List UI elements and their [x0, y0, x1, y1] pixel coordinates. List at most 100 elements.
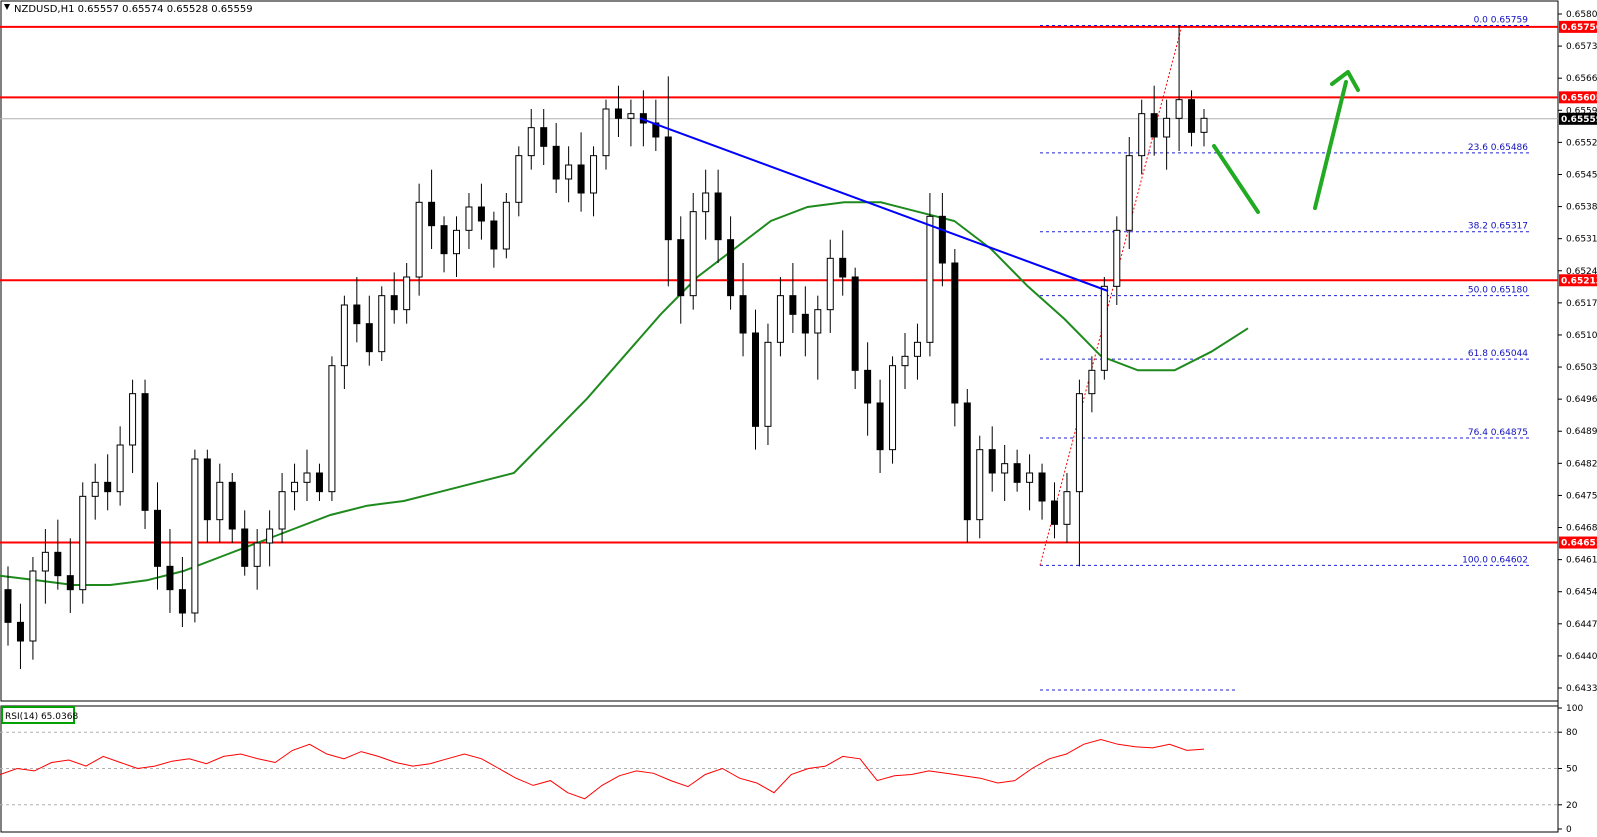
candle-body-bear — [1013, 463, 1021, 483]
level-box — [1559, 91, 1597, 104]
candle — [154, 482, 161, 590]
level-label: 0.65605 — [1561, 93, 1597, 103]
candle — [951, 249, 959, 427]
candle — [776, 277, 784, 357]
candle — [714, 169, 722, 263]
candle — [365, 295, 373, 366]
candle-body-bull — [1138, 113, 1146, 157]
candle-body-bear — [428, 201, 436, 227]
candle-body-bear — [801, 313, 809, 334]
candle-body-bull — [403, 276, 411, 311]
candle-body-bear — [739, 295, 747, 334]
rsi-label-box — [1, 706, 75, 724]
candle — [253, 529, 261, 590]
candle-body-bear — [1051, 500, 1058, 525]
up-arrow-head-icon — [1330, 70, 1360, 92]
candle-body-bull — [303, 472, 311, 483]
candle-body-bull — [1163, 117, 1171, 138]
trendline-line — [639, 117, 1109, 292]
candle-body-bear — [141, 393, 149, 511]
candle — [4, 566, 12, 646]
y-tick-label: 0.65666 — [1566, 74, 1597, 84]
candle-body-bear — [677, 239, 685, 297]
candle-body-bear — [241, 528, 249, 567]
candle-body-bear — [963, 402, 971, 521]
candle-body-bear — [727, 239, 735, 297]
candle-body-bear — [876, 402, 884, 451]
candle — [29, 557, 37, 660]
y-tick-label: 0.65035 — [1566, 363, 1597, 373]
candle-body-bear — [66, 575, 74, 591]
candle-body-bull — [826, 257, 834, 311]
candle — [1188, 90, 1196, 147]
candle — [901, 333, 909, 389]
level-label: 0.64651 — [1561, 539, 1597, 549]
candle-body-bull — [91, 481, 99, 497]
fib-level-label: 76.4 0.64875 — [1468, 428, 1528, 438]
candle — [54, 519, 62, 590]
level-box — [1559, 274, 1597, 287]
candle-body-bear — [440, 225, 448, 255]
candle — [664, 76, 672, 287]
candle — [378, 286, 386, 361]
y-tick-label: 0.65385 — [1566, 203, 1597, 213]
candle — [266, 510, 274, 567]
candle — [178, 557, 186, 627]
candle-body-bear — [16, 621, 24, 642]
y-tick-label: 0.65315 — [1566, 235, 1597, 245]
candle — [1088, 356, 1096, 413]
candle — [203, 449, 211, 543]
rsi-tick-label: 50 — [1566, 765, 1578, 775]
candle-body-bear — [365, 323, 373, 353]
candle — [477, 183, 485, 240]
candle-body-bull — [527, 127, 535, 157]
candle — [104, 454, 112, 511]
candle-body-bull — [565, 164, 573, 180]
y-tick-label: 0.65175 — [1566, 299, 1597, 309]
level-box — [1559, 536, 1597, 549]
candle-body-bull — [291, 481, 299, 493]
candle — [689, 193, 697, 310]
candle-body-bull — [689, 211, 697, 297]
candle-body-bull — [702, 192, 710, 213]
y-tick-label: 0.64825 — [1566, 459, 1597, 469]
candle-body-bear — [203, 458, 211, 521]
rsi-axis: 100 80 50 20 0 — [1558, 704, 1583, 835]
rsi-indicator — [0, 731, 1558, 806]
candle — [129, 379, 137, 473]
candle-body-bear — [851, 276, 859, 371]
candle — [826, 239, 834, 333]
candle — [926, 193, 934, 357]
candle-body-bull — [216, 481, 224, 521]
candle-body-bear — [166, 565, 174, 591]
candle — [727, 216, 735, 310]
candle — [66, 538, 74, 613]
candle-body-bear — [104, 481, 112, 493]
candle-body-bull — [415, 201, 423, 278]
candle-body-bull — [814, 309, 822, 334]
candle-body-bull — [41, 551, 49, 572]
y-tick-label: 0.64615 — [1566, 556, 1597, 566]
candle — [752, 309, 759, 450]
candle-body-bull — [340, 304, 348, 367]
candle — [627, 99, 635, 147]
candle — [91, 463, 99, 520]
candle — [527, 109, 535, 170]
collapse-triangle-icon — [4, 4, 10, 10]
candle — [353, 277, 361, 343]
fibonacci-retracement: 0.0 0.65759 23.6 0.65486 38.2 0.65317 50.0 … — [1039, 15, 1530, 691]
candle — [228, 473, 236, 543]
candle — [390, 272, 398, 324]
forecast-arrows — [1212, 70, 1360, 214]
candle-body-bull — [1075, 393, 1083, 493]
candle — [1150, 85, 1158, 156]
candle — [403, 263, 411, 324]
candle-body-bear — [864, 369, 872, 404]
level-box — [1559, 20, 1597, 33]
candle — [241, 510, 249, 576]
candle — [216, 463, 224, 543]
candle-body-bull — [976, 449, 984, 521]
candle-body-bear — [178, 589, 186, 614]
candle — [864, 342, 872, 436]
